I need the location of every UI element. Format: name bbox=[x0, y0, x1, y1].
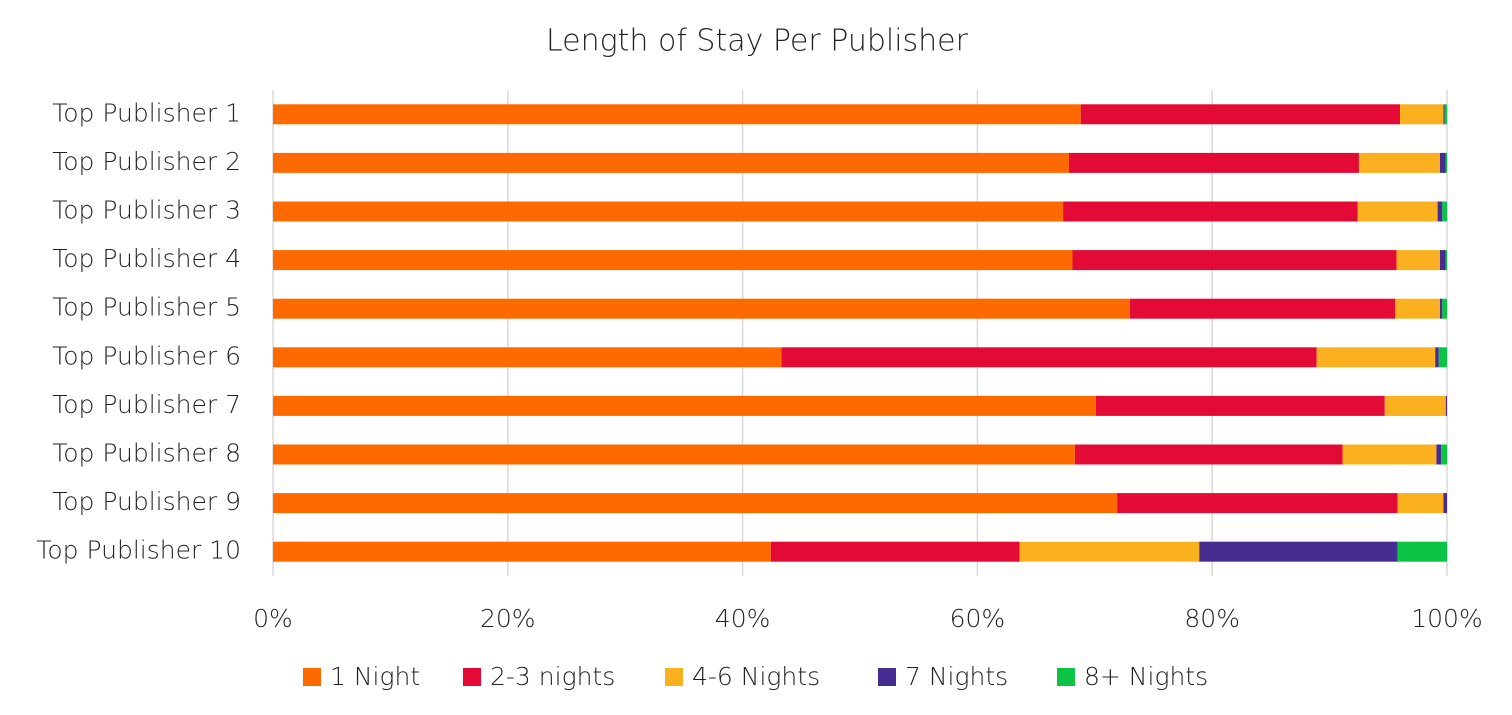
y-tick-label: Top Publisher 5 bbox=[52, 293, 241, 322]
bar-segment bbox=[1080, 104, 1401, 125]
bar-segment bbox=[770, 541, 1020, 562]
legend-label: 1 Night bbox=[330, 662, 420, 691]
bar-segment bbox=[1095, 395, 1385, 416]
bar-segment bbox=[1072, 250, 1397, 271]
bar-segment bbox=[1439, 250, 1446, 271]
bar-segment bbox=[273, 201, 1064, 222]
bar-segment bbox=[1117, 493, 1398, 514]
legend-swatch bbox=[665, 668, 683, 686]
y-tick-label: Top Publisher 10 bbox=[36, 536, 241, 565]
legend-swatch bbox=[463, 668, 481, 686]
bar-segment bbox=[1445, 152, 1447, 173]
bar-segment bbox=[273, 444, 1075, 465]
bar-segment bbox=[1397, 493, 1444, 514]
legend-label: 7 Nights bbox=[905, 662, 1008, 691]
bar-segment bbox=[1384, 395, 1446, 416]
bar-segment bbox=[273, 541, 771, 562]
bar-segment bbox=[273, 104, 1081, 125]
bar-segment bbox=[273, 493, 1118, 514]
bar-segment bbox=[273, 250, 1073, 271]
bar-segment bbox=[781, 347, 1317, 368]
bar-segment bbox=[1395, 298, 1440, 319]
bar-segment bbox=[1441, 444, 1447, 465]
bar-segment bbox=[1436, 444, 1442, 465]
y-tick-label: Top Publisher 6 bbox=[52, 341, 241, 370]
bar-segment bbox=[273, 152, 1069, 173]
bar-segment bbox=[1019, 541, 1200, 562]
bar-segment bbox=[1316, 347, 1436, 368]
legend-swatch bbox=[878, 668, 896, 686]
bar-segment bbox=[1400, 104, 1444, 125]
bar-segment bbox=[1442, 298, 1447, 319]
bar-segment bbox=[1074, 444, 1343, 465]
x-tick-label: 80% bbox=[1184, 604, 1240, 633]
bar-segment bbox=[273, 395, 1096, 416]
bar-segment bbox=[1445, 250, 1447, 271]
x-tick-label: 0% bbox=[253, 604, 293, 633]
bar-segment bbox=[1444, 104, 1447, 125]
x-tick-label: 20% bbox=[480, 604, 536, 633]
bar-segment bbox=[1443, 104, 1445, 125]
bar-segment bbox=[1357, 201, 1438, 222]
y-tick-label: Top Publisher 1 bbox=[52, 98, 241, 127]
bar-segment bbox=[273, 298, 1131, 319]
bar-segment bbox=[1396, 250, 1440, 271]
y-tick-label: Top Publisher 7 bbox=[52, 390, 241, 419]
y-tick-label: Top Publisher 8 bbox=[52, 439, 241, 468]
bar-segment bbox=[1342, 444, 1437, 465]
bar-segment bbox=[1199, 541, 1398, 562]
bar-segment bbox=[1439, 152, 1446, 173]
bar-segment bbox=[1435, 347, 1439, 368]
bar-segment bbox=[1439, 298, 1443, 319]
bar-segment bbox=[1445, 395, 1447, 416]
x-tick-label: 40% bbox=[715, 604, 771, 633]
legend-label: 8+ Nights bbox=[1084, 662, 1208, 691]
bar-segment bbox=[1358, 152, 1440, 173]
bar-segment bbox=[1063, 201, 1358, 222]
y-tick-label: Top Publisher 9 bbox=[52, 487, 241, 516]
bar-segment bbox=[273, 347, 782, 368]
legend-swatch bbox=[1057, 668, 1075, 686]
bar-segment bbox=[1068, 152, 1359, 173]
y-tick-label: Top Publisher 2 bbox=[52, 147, 241, 176]
x-tick-label: 100% bbox=[1411, 604, 1482, 633]
x-tick-label: 60% bbox=[950, 604, 1006, 633]
bar-segment bbox=[1442, 201, 1447, 222]
bar-segment bbox=[1130, 298, 1396, 319]
bar-segment bbox=[1437, 201, 1443, 222]
legend-swatch bbox=[303, 668, 321, 686]
bar-segment bbox=[1438, 347, 1447, 368]
y-tick-label: Top Publisher 4 bbox=[52, 244, 241, 273]
bar-segment bbox=[1397, 541, 1447, 562]
y-tick-label: Top Publisher 3 bbox=[52, 196, 241, 225]
chart-title: Length of Stay Per Publisher bbox=[546, 24, 969, 59]
legend-label: 4-6 Nights bbox=[692, 662, 820, 691]
legend-label: 2-3 nights bbox=[490, 662, 615, 691]
bar-segment bbox=[1443, 493, 1447, 514]
